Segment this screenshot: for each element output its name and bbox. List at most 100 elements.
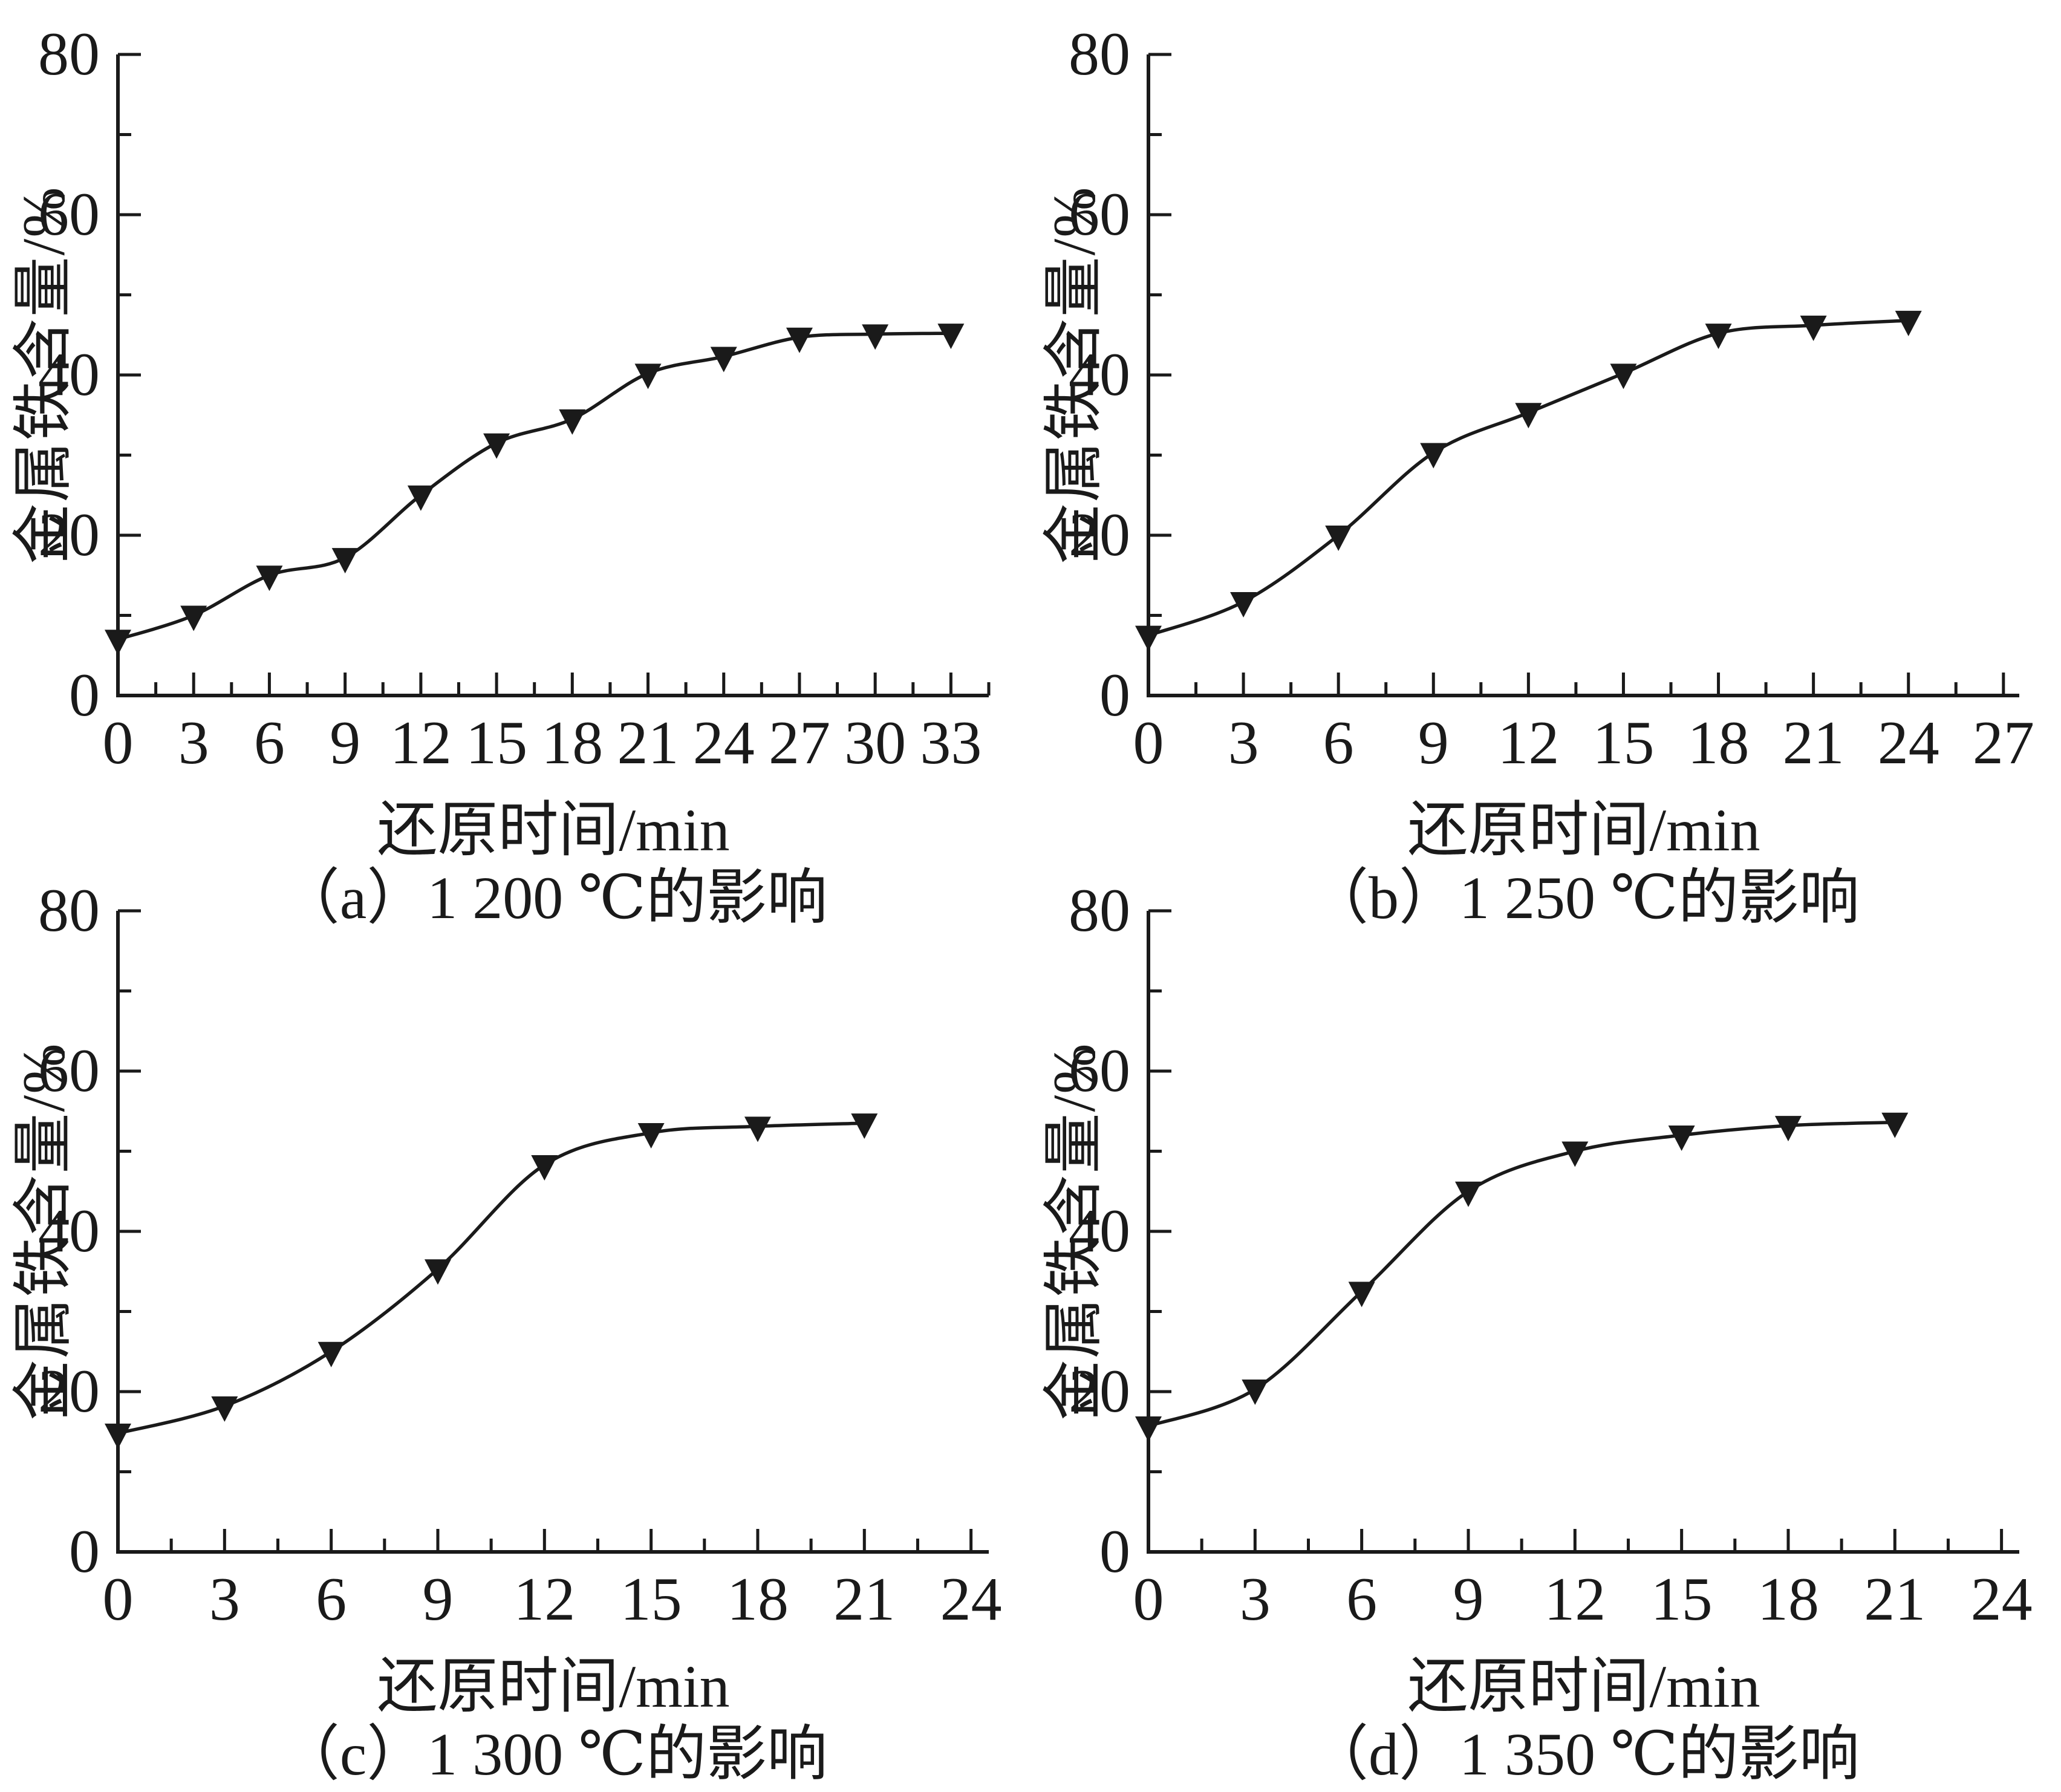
- x-tick-label: 6: [316, 1565, 347, 1634]
- x-tick-label: 21: [1864, 1565, 1926, 1634]
- data-markers: [1135, 1112, 1909, 1442]
- triangle-down-marker: [851, 1113, 878, 1139]
- x-tick-label: 33: [920, 709, 982, 777]
- axes-spines: [116, 911, 989, 1554]
- triangle-down-marker: [331, 548, 359, 574]
- chart-panel-d: 金属铁含量/% 还原时间/min （d）1 350 ℃的影响 0 3 6 9 12 15 1…: [1030, 856, 2061, 1788]
- triangle-down-marker: [1561, 1141, 1589, 1167]
- chart-panel-a: 金属铁含量/% 还原时间/min （a）1 200 ℃的影响 0 3 6 9 12 15 1…: [0, 0, 1030, 931]
- x-axis-label: 还原时间/min: [377, 1653, 730, 1720]
- triangle-down-marker: [105, 630, 131, 656]
- triangle-down-marker: [180, 605, 207, 631]
- x-tick-label: 30: [844, 709, 907, 777]
- data-markers: [105, 1113, 878, 1449]
- data-markers: [1135, 310, 1922, 651]
- axes-spines: [116, 54, 989, 697]
- triangle-down-marker: [637, 1123, 665, 1149]
- x-tick-label: 18: [726, 1565, 789, 1634]
- y-tick-label: 0: [1099, 1517, 1130, 1586]
- data-series-line: [1147, 319, 1910, 637]
- triangle-down-marker: [105, 1423, 131, 1449]
- y-tick-label: 20: [1069, 1357, 1130, 1425]
- data-markers: [105, 324, 965, 656]
- x-tick-label: 21: [617, 709, 679, 777]
- chart-b-plot: [1135, 53, 2019, 697]
- triangle-down-marker: [937, 324, 965, 350]
- x-tick-label: 0: [1133, 1565, 1164, 1634]
- x-tick-label: 12: [1497, 709, 1560, 777]
- x-tick-label: 15: [620, 1565, 682, 1634]
- y-tick-label: 80: [1069, 20, 1130, 88]
- axis-ticks: [1147, 909, 2004, 1554]
- x-tick-label: 9: [330, 709, 361, 777]
- x-tick-label: 6: [1346, 1565, 1378, 1634]
- chart-c-plot: [105, 909, 989, 1554]
- y-tick-label: 40: [1069, 340, 1130, 409]
- y-tick-label: 0: [1099, 661, 1130, 729]
- y-tick-label: 20: [38, 501, 100, 569]
- x-tick-label: 0: [102, 1565, 134, 1634]
- x-tick-label: 18: [1687, 709, 1750, 777]
- x-tick-label: 18: [1757, 1565, 1819, 1634]
- x-tick-label: 27: [1972, 709, 2034, 777]
- x-tick-label: 0: [1133, 709, 1164, 777]
- triangle-down-marker: [786, 327, 813, 353]
- triangle-down-marker: [1515, 403, 1542, 429]
- y-tick-label: 0: [69, 1517, 100, 1586]
- triangle-down-marker: [211, 1396, 238, 1422]
- data-series-line: [1147, 1121, 1897, 1428]
- x-tick-label: 21: [833, 1565, 896, 1634]
- y-tick-label: 40: [38, 1197, 100, 1265]
- triangle-down-marker: [1348, 1282, 1375, 1308]
- x-tick-label: 24: [940, 1565, 1002, 1634]
- y-tick-label: 20: [38, 1357, 100, 1425]
- x-tick-label: 12: [513, 1565, 576, 1634]
- y-tick-label: 60: [1069, 1037, 1130, 1105]
- triangle-down-marker: [317, 1341, 345, 1367]
- axes-spines: [1147, 911, 2019, 1554]
- triangle-down-marker: [559, 409, 586, 435]
- triangle-down-marker: [1135, 1416, 1162, 1442]
- x-tick-label: 3: [1239, 1565, 1271, 1634]
- x-tick-label: 21: [1782, 709, 1844, 777]
- x-tick-label: 24: [1877, 709, 1939, 777]
- x-tick-label: 12: [389, 709, 452, 777]
- triangle-down-marker: [424, 1259, 451, 1285]
- triangle-down-marker: [1242, 1380, 1269, 1406]
- x-tick-label: 6: [253, 709, 285, 777]
- y-tick-label: 80: [38, 20, 100, 88]
- y-tick-label: 0: [69, 661, 100, 729]
- axis-ticks: [116, 909, 973, 1554]
- triangle-down-marker: [483, 433, 510, 459]
- x-tick-label: 24: [1970, 1565, 2033, 1634]
- triangle-down-marker: [634, 363, 662, 389]
- y-tick-label: 80: [38, 876, 100, 945]
- chart-panel-c: 金属铁含量/% 还原时间/min （c）1 300 ℃的影响 0 3 6 9 12 15 1…: [0, 856, 1030, 1788]
- triangle-down-marker: [1135, 625, 1162, 651]
- triangle-down-marker: [1800, 315, 1827, 341]
- triangle-down-marker: [1230, 591, 1257, 617]
- chart-d-plot: [1135, 909, 2019, 1554]
- y-tick-label: 40: [38, 340, 100, 409]
- triangle-down-marker: [531, 1155, 558, 1181]
- triangle-down-marker: [862, 324, 889, 350]
- x-tick-label: 3: [178, 709, 209, 777]
- triangle-down-marker: [1881, 1112, 1909, 1138]
- x-tick-label: 9: [1418, 709, 1449, 777]
- triangle-down-marker: [1895, 310, 1922, 336]
- chart-caption: （c）1 300 ℃的影响: [279, 1721, 828, 1788]
- triangle-down-marker: [1610, 363, 1637, 389]
- chart-caption: （b）1 250 ℃的影响: [1308, 864, 1860, 931]
- x-tick-label: 24: [692, 709, 755, 777]
- y-tick-label: 60: [38, 1037, 100, 1105]
- axes-spines: [1147, 54, 2019, 697]
- triangle-down-marker: [710, 347, 737, 373]
- triangle-down-marker: [744, 1116, 771, 1142]
- x-tick-label: 15: [1650, 1565, 1713, 1634]
- y-tick-label: 20: [1069, 501, 1130, 569]
- y-tick-label: 60: [1069, 180, 1130, 249]
- axis-ticks: [1147, 53, 2005, 697]
- y-tick-label: 60: [38, 180, 100, 249]
- triangle-down-marker: [256, 565, 283, 591]
